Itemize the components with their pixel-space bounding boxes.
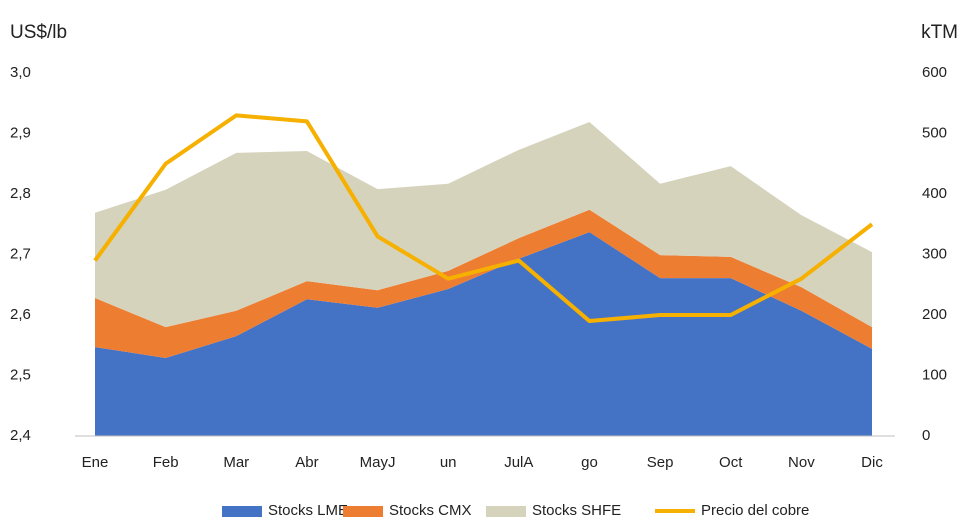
y2-tick-label: 100	[922, 366, 947, 383]
legend-item: Stocks CMX	[343, 502, 472, 519]
x-tick-label: MayJ	[360, 454, 396, 471]
x-tick-label: Nov	[788, 454, 815, 471]
x-tick-label: Dic	[861, 454, 883, 471]
area	[95, 122, 872, 328]
y2-tick-label: 0	[922, 427, 930, 444]
legend-item: Precio del cobre	[655, 502, 809, 519]
legend-swatch	[222, 506, 262, 517]
y-tick-label: 2,7	[10, 245, 31, 262]
x-tick-label: Ene	[82, 454, 109, 471]
legend-label: Precio del cobre	[701, 502, 809, 519]
x-tick-label: Mar	[223, 454, 249, 471]
area	[95, 232, 872, 436]
y2-tick-label: 200	[922, 306, 947, 323]
y-tick-label: 3,0	[10, 64, 31, 81]
legend-label: Stocks CMX	[389, 502, 472, 519]
y-tick-label: 2,4	[10, 427, 31, 444]
legend-swatch	[343, 506, 383, 517]
x-tick-label: Feb	[153, 454, 179, 471]
x-tick-label: Oct	[719, 454, 743, 471]
x-tick-label: Sep	[647, 454, 674, 471]
line	[93, 113, 874, 324]
y-tick-label: 2,5	[10, 366, 31, 383]
x-tick-label: go	[581, 454, 598, 471]
legend-label: Stocks SHFE	[532, 502, 621, 519]
y-tick-label: 2,6	[10, 306, 31, 323]
x-tick-label: un	[440, 454, 457, 471]
y2-tick-label: 400	[922, 185, 947, 202]
y2-tick-label: 300	[922, 245, 947, 262]
x-tick-label: JulA	[504, 454, 533, 471]
y2-tick-label: 600	[922, 64, 947, 81]
legend-swatch	[486, 506, 526, 517]
legend-item: Stocks SHFE	[486, 502, 621, 519]
area	[95, 209, 872, 358]
x-tick-label: Abr	[295, 454, 318, 471]
y-axis-title: US$/lb	[10, 22, 67, 43]
y2-tick-label: 500	[922, 124, 947, 141]
legend-label: Stocks LME	[268, 502, 348, 519]
y2-axis-title: kTM	[921, 22, 958, 43]
y-tick-label: 2,9	[10, 124, 31, 141]
legend-item: Stocks LME	[222, 502, 348, 519]
y-tick-label: 2,8	[10, 185, 31, 202]
